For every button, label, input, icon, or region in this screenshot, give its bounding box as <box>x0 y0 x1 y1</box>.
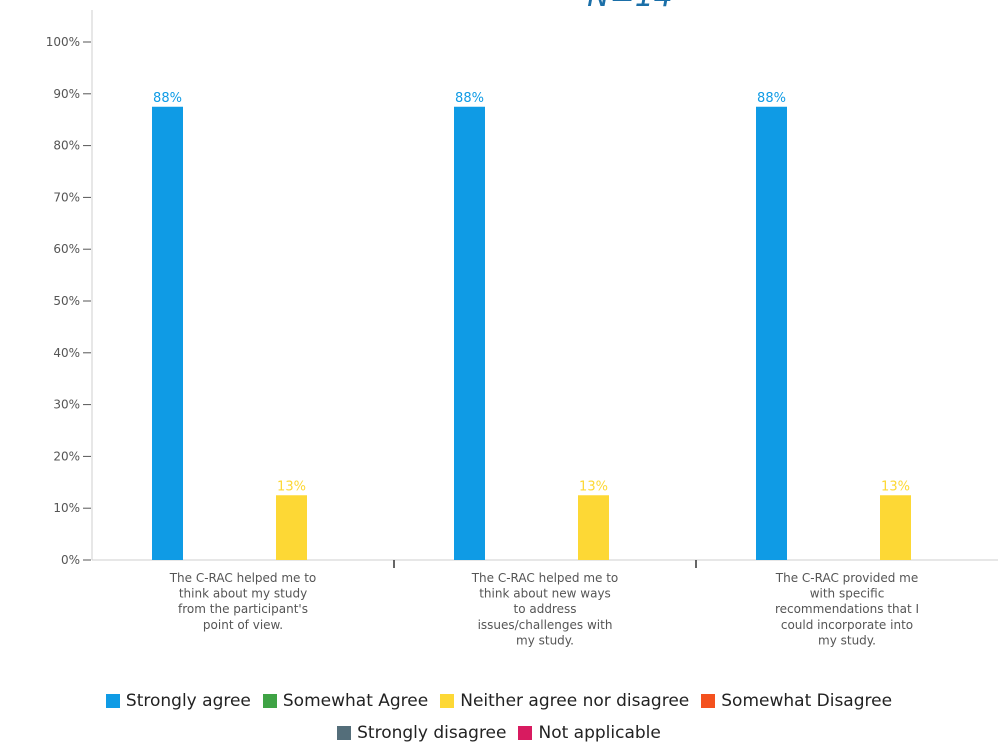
x-category-label: The C-RAC helped me to think about new wa… <box>471 571 619 647</box>
legend-item[interactable]: Somewhat Disagree <box>701 691 892 711</box>
y-tick-label: 80% <box>53 139 80 153</box>
legend-swatch <box>518 726 533 740</box>
legend-swatch <box>440 694 455 708</box>
legend-label: Neither agree nor disagree <box>460 691 690 711</box>
legend-swatch <box>105 694 120 708</box>
y-tick-label: 20% <box>53 449 80 463</box>
legend-swatch <box>337 726 352 740</box>
x-category-label: The C-RAC provided me with specific recomm… <box>775 571 919 647</box>
y-tick-label: 40% <box>53 346 80 360</box>
y-tick-label: 100% <box>46 35 80 49</box>
data-label: 88% <box>757 91 786 106</box>
legend-label: Somewhat Disagree <box>721 691 893 711</box>
data-label: 13% <box>881 479 910 494</box>
bar-neither-agree-nor-disagree <box>880 495 911 560</box>
legend-label: Not applicable <box>538 723 661 743</box>
y-tick-label: 90% <box>53 87 80 101</box>
y-tick-label: 0% <box>61 553 80 567</box>
bar-strongly-agree <box>756 106 787 560</box>
legend-swatch <box>701 694 716 708</box>
legend-row-2: Strongly disagree Not applicable <box>0 723 998 743</box>
legend-label: Somewhat Agree <box>282 691 429 711</box>
bar-strongly-agree <box>152 106 183 560</box>
data-label: 88% <box>153 91 182 106</box>
y-tick-label: 30% <box>53 398 80 412</box>
y-tick-label: 60% <box>53 242 80 256</box>
data-label: 88% <box>455 91 484 106</box>
legend-label: Strongly disagree <box>357 723 507 743</box>
y-tick-label: 50% <box>53 294 80 308</box>
x-category-label: The C-RAC helped me to think about my stu… <box>169 571 317 632</box>
data-label: 13% <box>579 479 608 494</box>
survey-bar-chart: N=14 0% 10% 20% 30% 40% 50% 60% 70% 80% 90% 100% Th… <box>46 0 998 647</box>
bar-neither-agree-nor-disagree <box>276 495 307 560</box>
bar-strongly-agree <box>454 106 485 560</box>
legend-item[interactable]: Neither agree nor disagree <box>440 691 689 711</box>
legend-item[interactable]: Strongly agree <box>105 691 251 711</box>
legend-item[interactable]: Not applicable <box>518 723 661 743</box>
legend-item[interactable]: Somewhat Agree <box>262 691 429 711</box>
legend-row-1: Strongly agree Somewhat Agree Neither agre… <box>0 691 998 711</box>
legend-swatch <box>262 694 277 708</box>
legend-item[interactable]: Strongly disagree <box>337 723 506 743</box>
data-label: 13% <box>277 479 306 494</box>
y-tick-label: 70% <box>53 190 80 204</box>
chart-title: N=14 <box>587 0 673 14</box>
y-tick-label: 10% <box>53 501 80 515</box>
legend-label: Strongly agree <box>125 691 251 711</box>
bar-neither-agree-nor-disagree <box>578 495 609 560</box>
